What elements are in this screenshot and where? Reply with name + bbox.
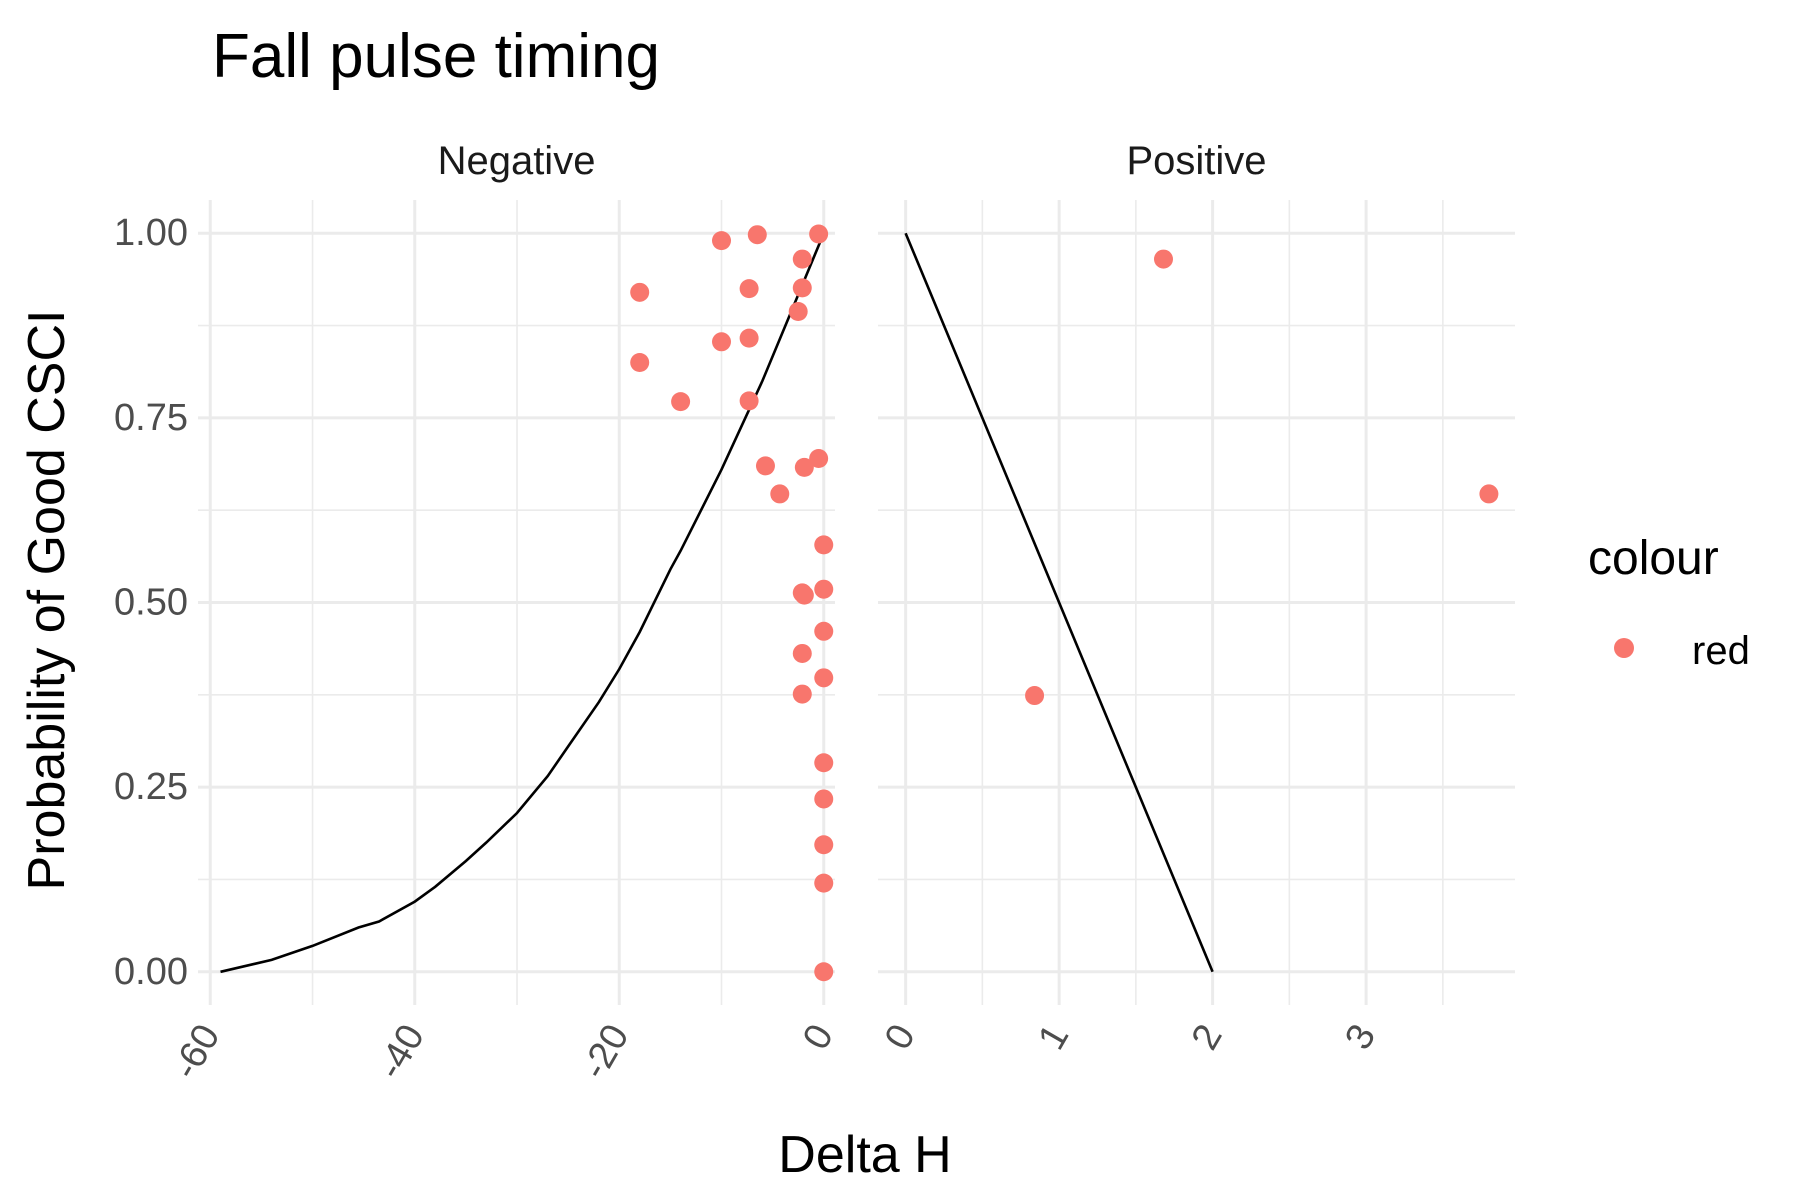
chart-panels: Negative -60 -40 -20 0 Positive 0 1 2 3 0.00 0.25 0.… — [114, 139, 1515, 1086]
legend-key-red — [1614, 638, 1634, 658]
data-point — [792, 643, 812, 663]
data-point — [814, 873, 834, 893]
x-tick-label: 3 — [1337, 1018, 1384, 1057]
data-point — [809, 224, 829, 244]
data-point — [792, 249, 812, 269]
y-tick-label: 0.50 — [114, 582, 188, 624]
data-point — [814, 753, 834, 773]
y-tick-label: 0.25 — [114, 766, 188, 808]
data-point — [712, 332, 732, 352]
y-tick-label: 0.75 — [114, 397, 188, 439]
data-point — [671, 392, 691, 412]
data-point — [792, 278, 812, 298]
x-tick-label: -40 — [369, 1018, 433, 1087]
data-point — [814, 789, 834, 809]
data-point — [809, 448, 829, 468]
x-tick-label: 0 — [877, 1018, 924, 1057]
data-point — [739, 391, 759, 411]
fitted-line-positive — [904, 232, 1214, 973]
data-point — [814, 668, 834, 688]
x-tick-label: -20 — [574, 1018, 638, 1087]
facet-label-positive: Positive — [1126, 139, 1266, 183]
x-axis-title: Delta H — [778, 1126, 951, 1184]
data-point — [747, 225, 767, 245]
x-tick-label: 0 — [795, 1018, 842, 1057]
data-point — [739, 328, 759, 348]
data-point — [794, 585, 814, 605]
legend: colour red — [1588, 532, 1750, 673]
data-point — [630, 282, 650, 302]
data-point — [788, 302, 808, 322]
data-point — [814, 621, 834, 641]
fitted-line-negative — [220, 232, 826, 974]
y-tick-label: 0.00 — [114, 951, 188, 993]
data-point — [1025, 686, 1045, 706]
x-tick-label: -60 — [165, 1018, 229, 1087]
data-point — [1153, 249, 1173, 269]
data-point — [794, 457, 814, 477]
data-point — [814, 835, 834, 855]
x-tick-label: 2 — [1184, 1018, 1231, 1057]
chart-title: Fall pulse timing — [212, 22, 660, 91]
panel-negative: Negative -60 -40 -20 0 — [165, 139, 842, 1086]
legend-label-red: red — [1692, 629, 1750, 673]
panel-positive: Positive 0 1 2 3 — [877, 139, 1515, 1057]
data-point — [814, 579, 834, 599]
data-point — [814, 962, 834, 982]
data-point — [814, 535, 834, 555]
data-point — [755, 456, 775, 476]
x-tick-label: 1 — [1030, 1018, 1077, 1057]
data-point — [1479, 484, 1499, 504]
data-point — [712, 231, 732, 251]
facet-label-negative: Negative — [438, 139, 596, 183]
data-point — [739, 279, 759, 299]
legend-title: colour — [1588, 532, 1719, 585]
y-tick-label: 1.00 — [114, 212, 188, 254]
y-axis-title: Probability of Good CSCI — [18, 310, 76, 891]
data-point — [770, 484, 790, 504]
data-point — [630, 352, 650, 372]
data-point — [792, 684, 812, 704]
